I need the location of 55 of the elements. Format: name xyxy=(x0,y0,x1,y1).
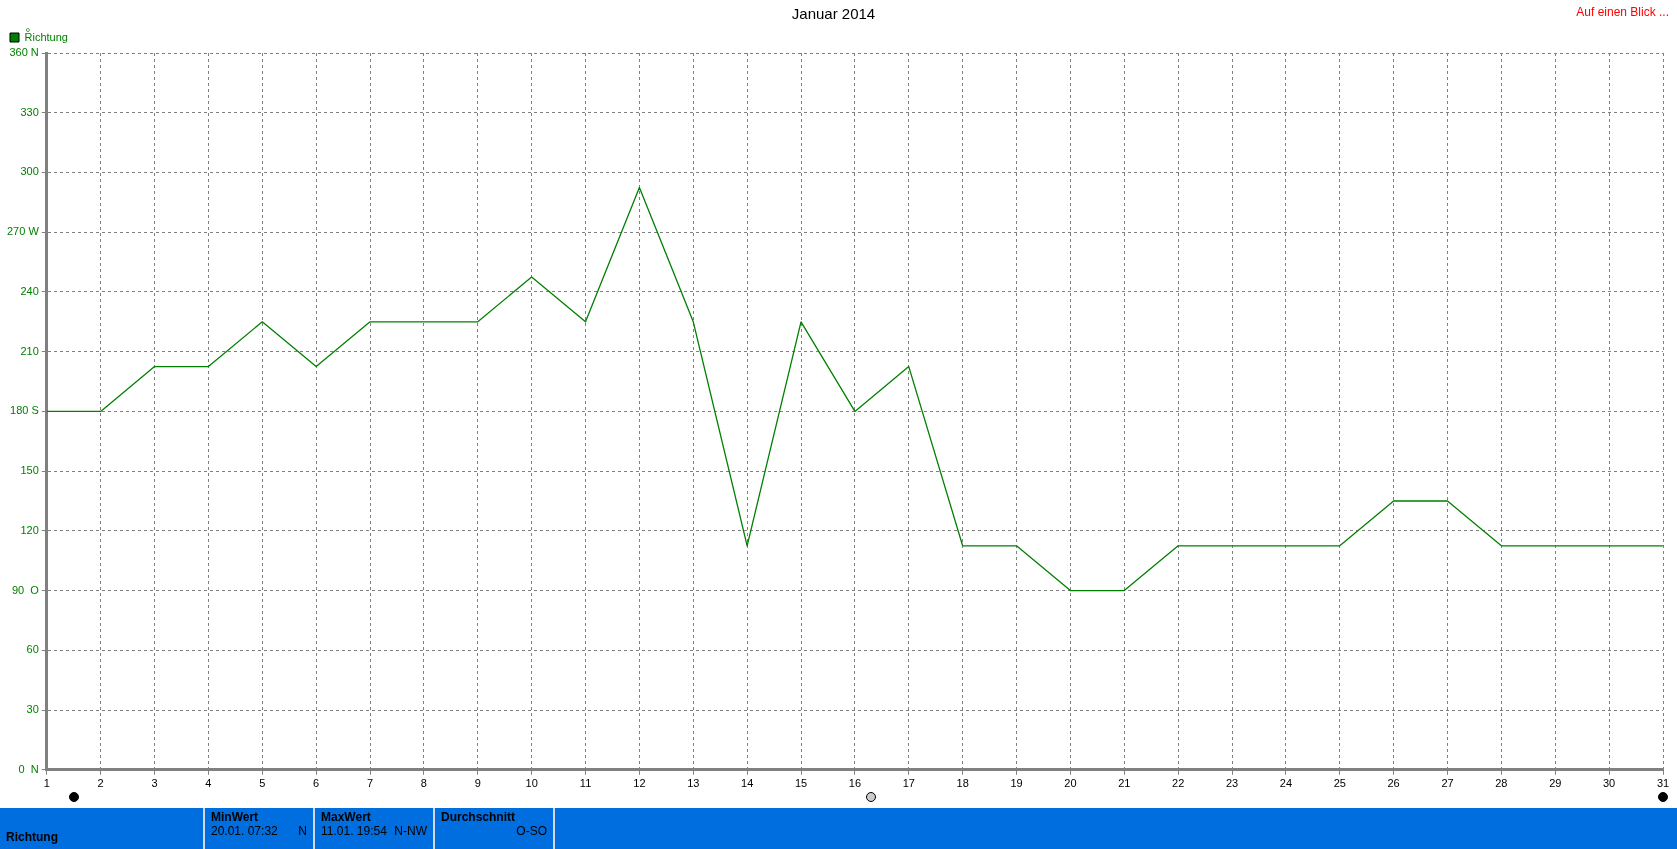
x-tick-label: 30 xyxy=(1603,777,1616,790)
x-tick-label: 5 xyxy=(259,777,266,790)
y-tick-label: 90 O xyxy=(11,583,40,596)
y-tick-label: 300 xyxy=(20,165,39,178)
y-tick-label: 240 xyxy=(20,284,39,297)
y-tick-label: 210 xyxy=(20,344,39,357)
y-tick-label: 360 N xyxy=(9,46,39,59)
y-tick-label: 120 xyxy=(20,523,39,536)
x-tick-label: 14 xyxy=(741,777,754,790)
text: Durchschnitt xyxy=(441,810,516,824)
text: MaxWert xyxy=(321,810,372,824)
x-tick-label: 6 xyxy=(313,777,320,790)
x-tick-label: 17 xyxy=(902,777,915,790)
x-tick-label: 7 xyxy=(366,777,374,790)
x-tick-label: 13 xyxy=(687,777,700,790)
x-tick-label: 2 xyxy=(97,777,104,790)
x-tick-label: 20 xyxy=(1064,777,1077,790)
y-tick-label: 60 xyxy=(26,643,39,656)
x-tick-label: 28 xyxy=(1495,777,1508,790)
x-tick-label: 3 xyxy=(151,777,158,790)
x-tick-label: 16 xyxy=(848,777,862,790)
y-tick-label: 150 xyxy=(20,464,39,477)
x-tick-label: 1 xyxy=(43,777,50,790)
text: 11.01. 19:54 xyxy=(321,824,387,838)
text: Auf einen Blick ... xyxy=(1576,5,1669,19)
x-tick-label: 8 xyxy=(420,777,427,790)
text: N xyxy=(298,824,307,838)
x-tick-label: 11 xyxy=(579,777,592,790)
y-tick-label: 330 xyxy=(20,105,39,118)
x-tick-label: 27 xyxy=(1441,777,1454,790)
y-tick-label: 180 S xyxy=(10,404,39,417)
x-tick-label: 23 xyxy=(1225,777,1239,790)
x-tick-label: 9 xyxy=(474,777,481,790)
y-tick-label: 30 xyxy=(26,703,39,716)
x-tick-label: 24 xyxy=(1279,777,1293,790)
text: 20.01. 07:32 xyxy=(211,824,278,838)
chart-title: Januar 2014 xyxy=(791,5,876,23)
x-tick-label: 19 xyxy=(1010,777,1023,790)
x-tick-label: 26 xyxy=(1387,777,1400,790)
x-tick-label: 18 xyxy=(956,777,969,790)
x-tick-label: 31 xyxy=(1656,777,1670,790)
x-tick-label: 10 xyxy=(525,777,538,790)
x-tick-label: 22 xyxy=(1172,777,1185,790)
x-tick-label: 12 xyxy=(633,777,646,790)
y-tick-label: 0 N xyxy=(18,762,39,775)
text: N-NW xyxy=(394,824,427,838)
x-tick-label: 25 xyxy=(1333,777,1346,790)
x-tick-label: 15 xyxy=(794,777,808,790)
text: O-SO xyxy=(516,824,547,838)
text: Richtung xyxy=(6,830,59,844)
x-tick-label: 4 xyxy=(205,777,212,790)
y-tick-label: 270 W xyxy=(6,225,40,238)
x-tick-label: 29 xyxy=(1549,777,1562,790)
x-tick-label: 21 xyxy=(1118,777,1131,790)
text: MinWert xyxy=(211,810,260,824)
